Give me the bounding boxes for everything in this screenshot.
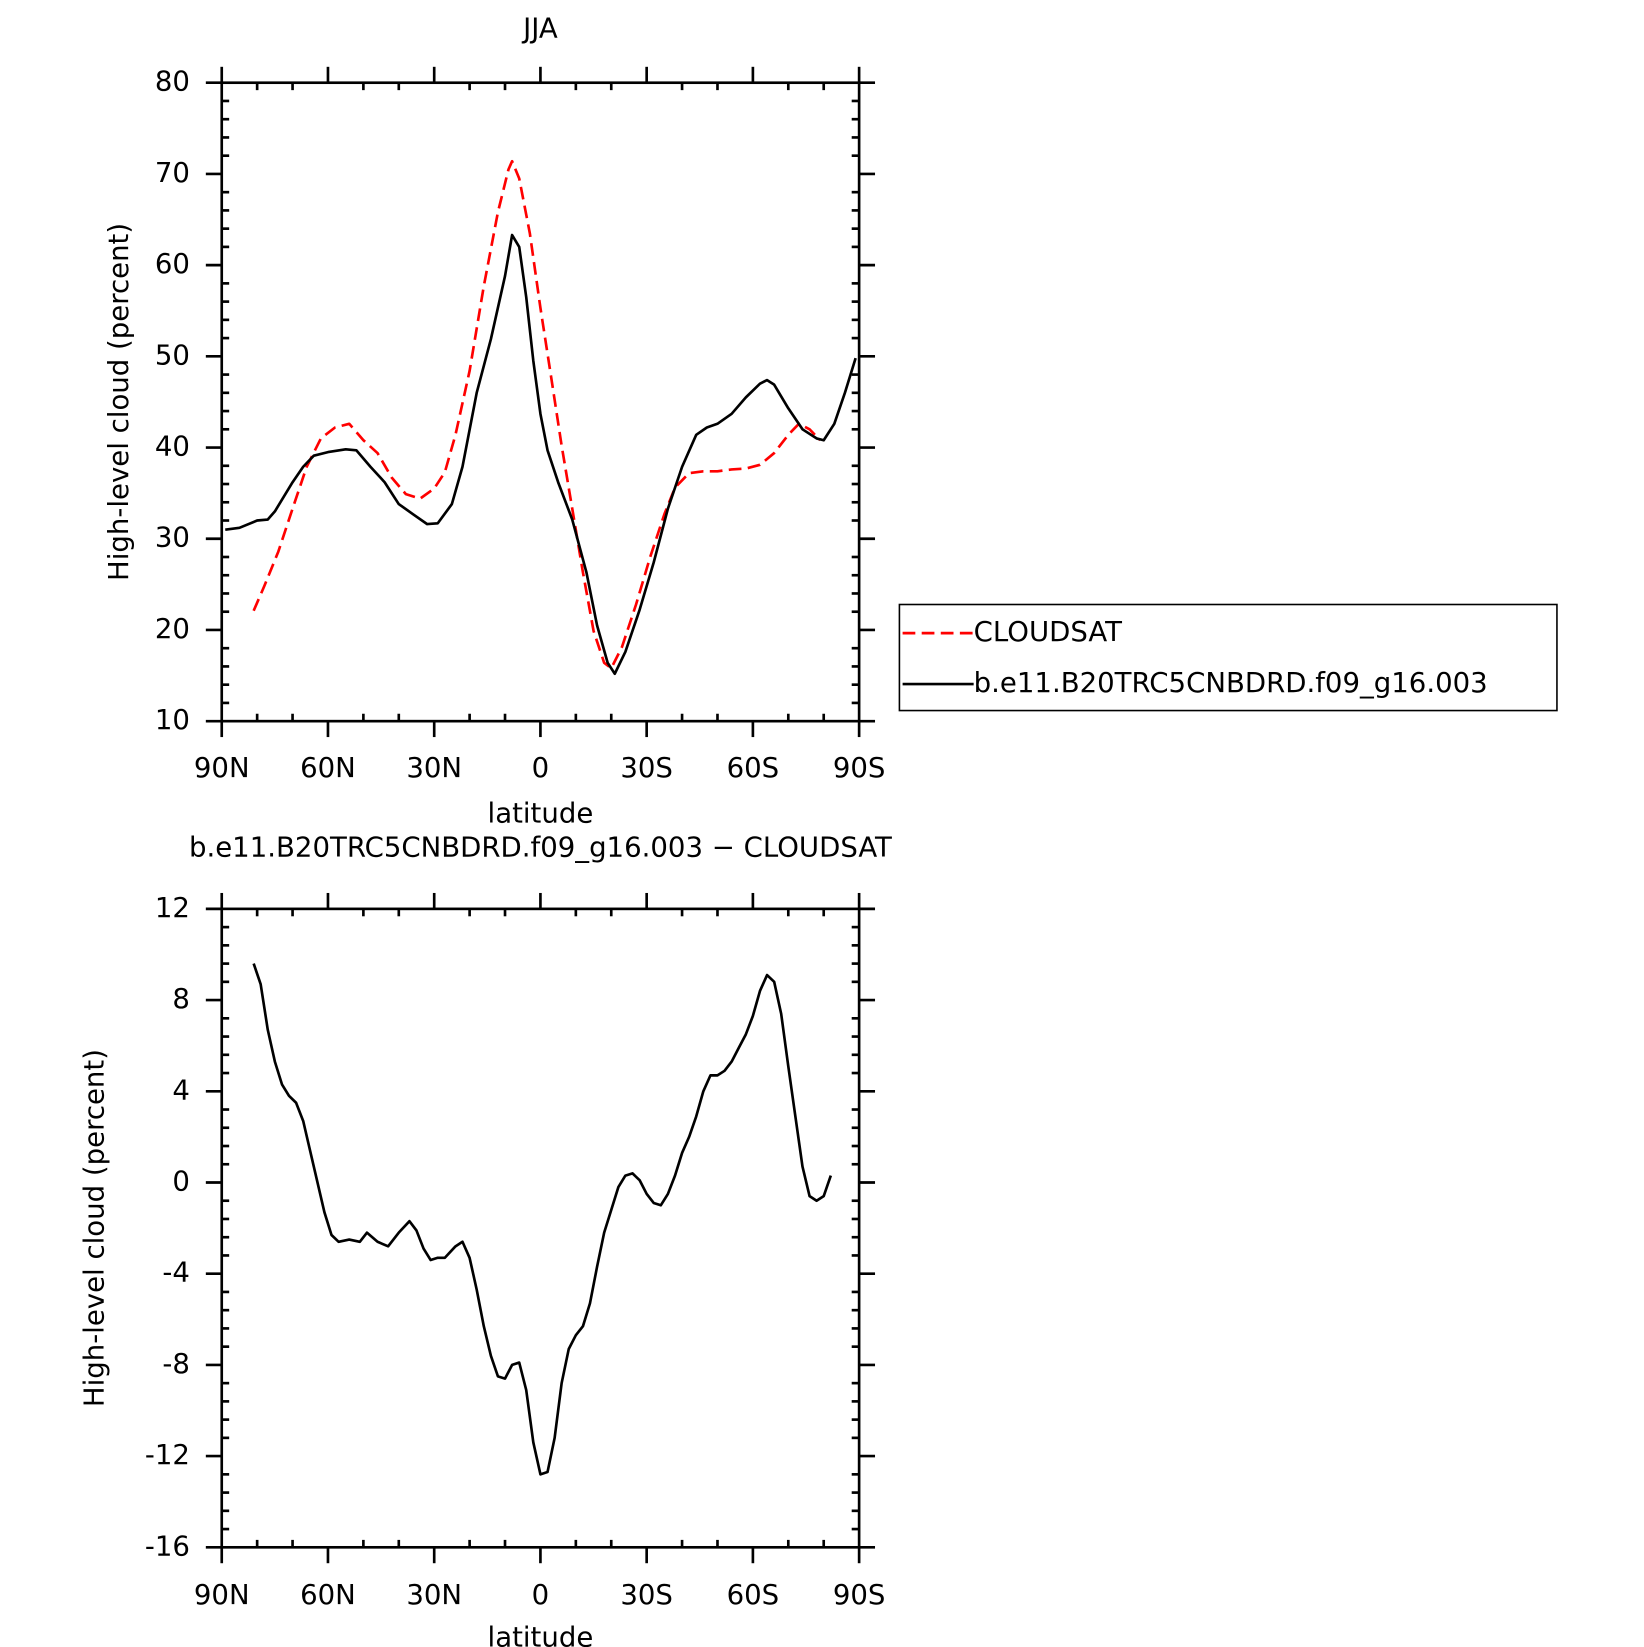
y-tick-label: 70 <box>155 156 190 189</box>
x-tick-label: 90S <box>833 751 886 784</box>
y-tick-label: 20 <box>155 612 190 645</box>
y-tick-label: 8 <box>172 982 190 1015</box>
y-tick-label: -16 <box>145 1529 190 1562</box>
y-tick-label: 30 <box>155 521 190 554</box>
y-axis-label: High-level cloud (percent) <box>102 223 135 581</box>
y-tick-label: 50 <box>155 338 190 371</box>
legend-label: b.e11.B20TRC5CNBDRD.f09_g16.003 <box>974 666 1488 699</box>
y-tick-label: 10 <box>155 703 190 736</box>
plot-frame <box>220 907 861 1549</box>
y-tick-label: 4 <box>172 1073 190 1106</box>
x-tick-label: 90N <box>194 751 250 784</box>
chart-title: JJA <box>521 12 558 45</box>
series-line <box>252 159 822 670</box>
y-tick-label: 40 <box>155 430 190 463</box>
x-tick-label: 30N <box>406 751 462 784</box>
x-axis-label: latitude <box>488 796 594 829</box>
x-tick-label: 60N <box>300 1578 356 1611</box>
x-tick-label: 30S <box>620 751 673 784</box>
x-axis-label: latitude <box>488 1621 594 1647</box>
x-tick-label: 90N <box>194 1578 250 1611</box>
chart-title: b.e11.B20TRC5CNBDRD.f09_g16.003 − CLOUDS… <box>189 830 892 863</box>
y-tick-label: 0 <box>172 1164 190 1197</box>
y-axis-label: High-level cloud (percent) <box>78 1049 111 1407</box>
x-tick-label: 90S <box>833 1578 886 1611</box>
data-line <box>252 963 833 1476</box>
series-line <box>225 233 857 676</box>
x-tick-label: 60N <box>300 751 356 784</box>
legend-box <box>898 603 1558 712</box>
x-tick-label: 60S <box>727 751 780 784</box>
y-tick-label: 60 <box>155 247 190 280</box>
x-tick-label: 0 <box>532 1578 550 1611</box>
x-tick-label: 0 <box>532 751 550 784</box>
x-tick-label: 30N <box>406 1578 462 1611</box>
y-tick-label: -8 <box>162 1347 189 1380</box>
legend-label: CLOUDSAT <box>974 615 1122 648</box>
x-tick-label: 30S <box>620 1578 673 1611</box>
y-tick-label: -12 <box>145 1438 190 1471</box>
y-tick-label: -4 <box>162 1256 189 1289</box>
plot-frame <box>220 81 861 723</box>
y-tick-label: 80 <box>155 65 190 98</box>
x-tick-label: 60S <box>727 1578 780 1611</box>
y-tick-label: 12 <box>155 891 190 924</box>
